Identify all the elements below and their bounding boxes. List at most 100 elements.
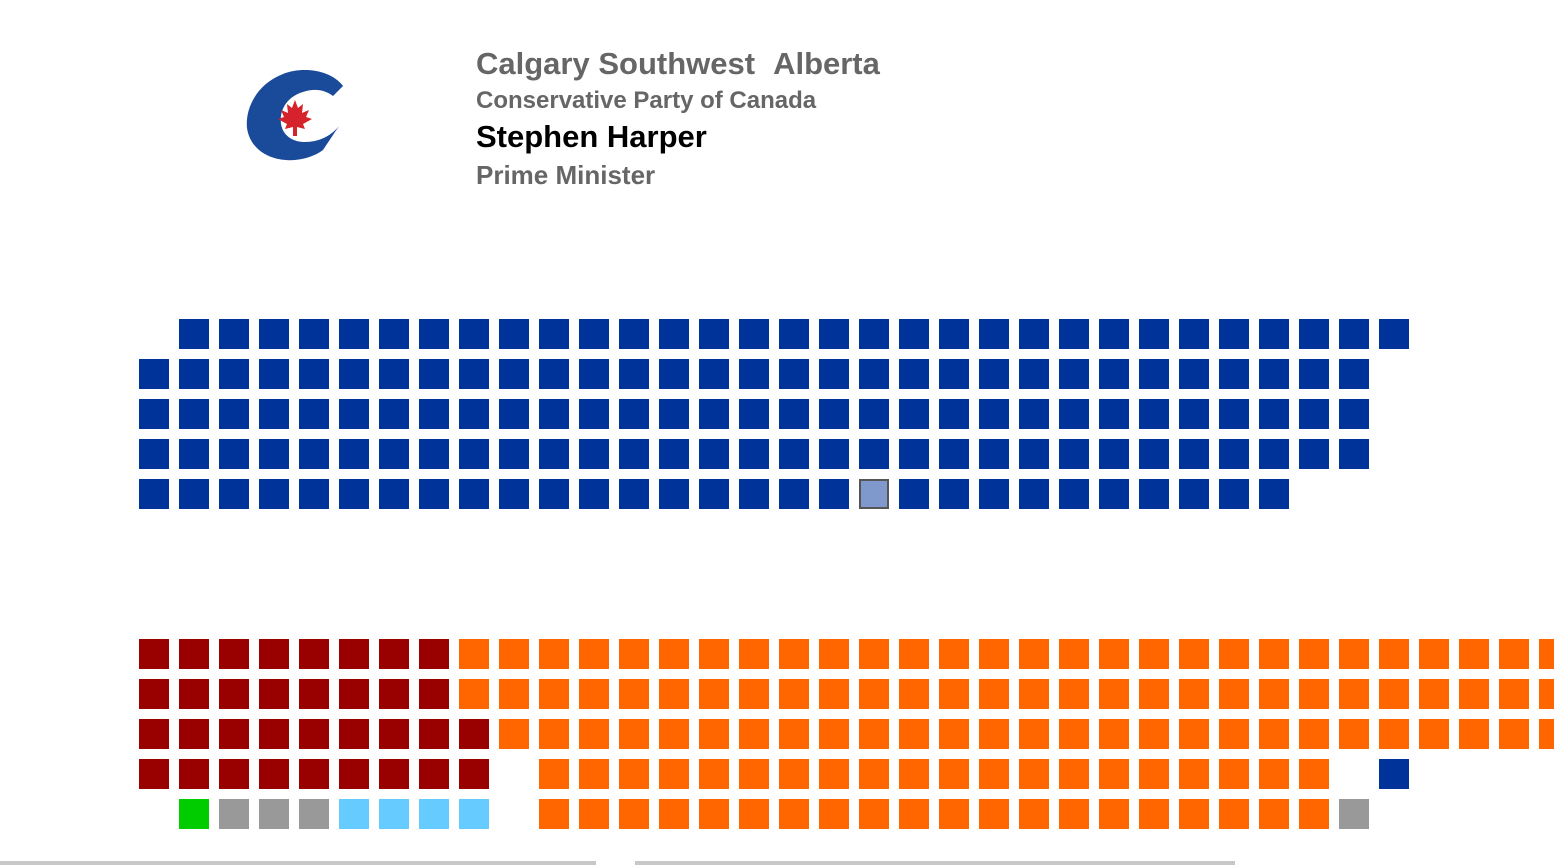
seat-conservative[interactable]: [259, 319, 289, 349]
seat-selected-member[interactable]: [859, 479, 889, 509]
seat-conservative[interactable]: [1139, 359, 1169, 389]
seat-conservative[interactable]: [899, 399, 929, 429]
seat-ndp[interactable]: [1019, 799, 1049, 829]
seat-ndp[interactable]: [979, 639, 1009, 669]
seat-liberal[interactable]: [179, 759, 209, 789]
seat-conservative[interactable]: [1099, 439, 1129, 469]
seat-ndp[interactable]: [699, 679, 729, 709]
seat-conservative[interactable]: [1219, 479, 1249, 509]
seat-liberal[interactable]: [219, 719, 249, 749]
seat-ndp[interactable]: [1299, 639, 1329, 669]
seat-bloc[interactable]: [339, 799, 369, 829]
seat-ndp[interactable]: [579, 799, 609, 829]
seat-ndp[interactable]: [539, 799, 569, 829]
seat-conservative[interactable]: [1059, 359, 1089, 389]
seat-ndp[interactable]: [1459, 639, 1489, 669]
seat-conservative[interactable]: [939, 439, 969, 469]
seat-conservative[interactable]: [899, 359, 929, 389]
seat-ndp[interactable]: [539, 679, 569, 709]
seat-ndp[interactable]: [1219, 679, 1249, 709]
seat-ndp[interactable]: [1379, 639, 1409, 669]
seat-conservative[interactable]: [179, 319, 209, 349]
seat-ndp[interactable]: [1299, 759, 1329, 789]
seat-ndp[interactable]: [1059, 639, 1089, 669]
seat-ndp[interactable]: [819, 799, 849, 829]
seat-ndp[interactable]: [1099, 679, 1129, 709]
seat-ndp[interactable]: [699, 799, 729, 829]
seat-conservative[interactable]: [1299, 439, 1329, 469]
seat-conservative[interactable]: [539, 439, 569, 469]
seat-conservative[interactable]: [139, 479, 169, 509]
seat-ndp[interactable]: [1179, 639, 1209, 669]
seat-liberal[interactable]: [339, 679, 369, 709]
seat-conservative[interactable]: [539, 399, 569, 429]
seat-ndp[interactable]: [979, 719, 1009, 749]
seat-ndp[interactable]: [1099, 759, 1129, 789]
seat-conservative[interactable]: [619, 399, 649, 429]
seat-ndp[interactable]: [1019, 639, 1049, 669]
seat-conservative[interactable]: [939, 359, 969, 389]
seat-conservative[interactable]: [1259, 479, 1289, 509]
seat-ndp[interactable]: [739, 799, 769, 829]
seat-conservative[interactable]: [259, 399, 289, 429]
seat-ndp[interactable]: [619, 719, 649, 749]
seat-ndp[interactable]: [1059, 719, 1089, 749]
seat-ndp[interactable]: [979, 679, 1009, 709]
seat-ndp[interactable]: [1179, 759, 1209, 789]
seat-conservative[interactable]: [1219, 319, 1249, 349]
seat-ndp[interactable]: [659, 799, 689, 829]
seat-liberal[interactable]: [179, 639, 209, 669]
seat-ndp[interactable]: [459, 639, 489, 669]
seat-ndp[interactable]: [819, 759, 849, 789]
seat-ndp[interactable]: [1139, 719, 1169, 749]
seat-conservative[interactable]: [1339, 319, 1369, 349]
seat-ndp[interactable]: [1259, 639, 1289, 669]
seat-conservative[interactable]: [179, 479, 209, 509]
seat-ndp[interactable]: [539, 759, 569, 789]
seat-liberal[interactable]: [219, 679, 249, 709]
seat-ndp[interactable]: [1379, 679, 1409, 709]
seat-conservative[interactable]: [1299, 359, 1329, 389]
seat-ndp[interactable]: [1179, 719, 1209, 749]
seat-conservative[interactable]: [1099, 359, 1129, 389]
seat-conservative[interactable]: [1139, 319, 1169, 349]
seat-conservative[interactable]: [1139, 479, 1169, 509]
seat-conservative[interactable]: [1179, 479, 1209, 509]
seat-liberal[interactable]: [139, 759, 169, 789]
seat-ndp[interactable]: [939, 799, 969, 829]
seat-ndp[interactable]: [699, 719, 729, 749]
seat-ndp[interactable]: [819, 639, 849, 669]
seat-conservative[interactable]: [539, 319, 569, 349]
seat-bloc[interactable]: [419, 799, 449, 829]
seat-conservative[interactable]: [939, 399, 969, 429]
seat-ndp[interactable]: [1059, 799, 1089, 829]
seat-conservative[interactable]: [739, 359, 769, 389]
seat-conservative[interactable]: [1059, 479, 1089, 509]
seat-ndp[interactable]: [1139, 679, 1169, 709]
seat-liberal[interactable]: [419, 719, 449, 749]
seat-conservative[interactable]: [819, 359, 849, 389]
seat-ndp[interactable]: [1139, 759, 1169, 789]
seat-conservative[interactable]: [579, 319, 609, 349]
seat-ndp[interactable]: [699, 639, 729, 669]
seat-ndp[interactable]: [1339, 719, 1369, 749]
seat-conservative[interactable]: [939, 479, 969, 509]
seat-ndp[interactable]: [779, 679, 809, 709]
seat-conservative[interactable]: [859, 319, 889, 349]
seat-ndp[interactable]: [1419, 719, 1449, 749]
seat-conservative[interactable]: [819, 439, 849, 469]
seat-conservative[interactable]: [1219, 439, 1249, 469]
seat-conservative[interactable]: [899, 319, 929, 349]
seat-conservative[interactable]: [499, 439, 529, 469]
seat-conservative[interactable]: [1179, 439, 1209, 469]
seat-conservative[interactable]: [619, 439, 649, 469]
seat-conservative[interactable]: [219, 399, 249, 429]
seat-ndp[interactable]: [779, 719, 809, 749]
seat-ndp[interactable]: [1219, 639, 1249, 669]
seat-liberal[interactable]: [219, 639, 249, 669]
seat-ndp[interactable]: [579, 679, 609, 709]
seat-conservative[interactable]: [1019, 319, 1049, 349]
seat-conservative[interactable]: [859, 399, 889, 429]
seat-ndp[interactable]: [1219, 719, 1249, 749]
seat-liberal[interactable]: [259, 679, 289, 709]
